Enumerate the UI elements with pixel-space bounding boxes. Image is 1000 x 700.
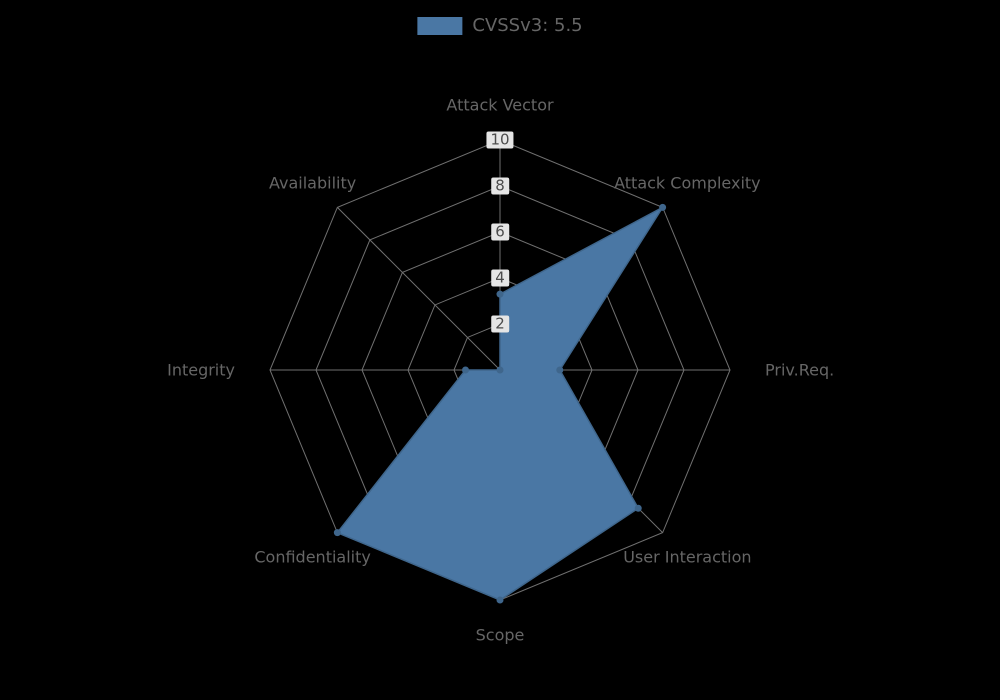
axis-label: Attack Complexity [614, 173, 761, 192]
tick-label: 8 [491, 178, 509, 195]
axis-label: Confidentiality [254, 548, 370, 567]
series-marker [556, 367, 563, 374]
series-marker [334, 529, 341, 536]
legend: CVSSv3: 5.5 [417, 15, 582, 36]
series-marker [635, 505, 642, 512]
grid-spoke [337, 207, 500, 370]
tick-label: 2 [491, 316, 509, 333]
tick-label: 10 [486, 132, 513, 149]
series-marker [462, 367, 469, 374]
axis-label: Attack Vector [446, 96, 553, 115]
axis-label: Integrity [167, 361, 235, 380]
series-marker [497, 291, 504, 298]
tick-label: 6 [491, 224, 509, 241]
axis-label: Availability [269, 173, 356, 192]
radar-chart: CVSSv3: 5.5 Attack Vector Attack Complexi… [0, 0, 1000, 700]
series-marker [659, 204, 666, 211]
legend-label: CVSSv3: 5.5 [472, 15, 582, 36]
legend-swatch [417, 17, 462, 35]
tick-label: 4 [491, 270, 509, 287]
series-marker [497, 597, 504, 604]
axis-label: User Interaction [623, 548, 751, 567]
series-marker [497, 367, 504, 374]
axis-label: Priv.Req. [765, 361, 834, 380]
axis-label: Scope [476, 626, 525, 645]
